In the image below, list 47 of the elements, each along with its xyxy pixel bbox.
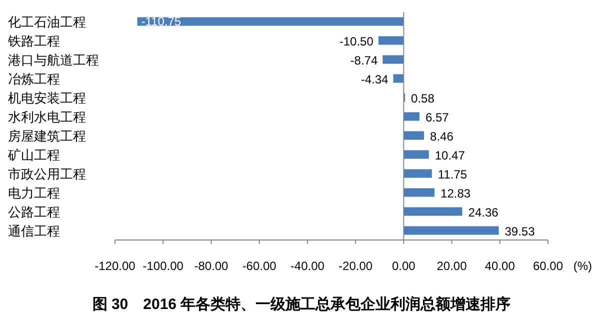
y-tick-label: 水利水电工程 (8, 110, 86, 124)
x-axis-title: (%) (573, 259, 592, 273)
bar (404, 226, 499, 235)
data-label: 6.57 (425, 110, 450, 124)
x-tick-label: -60.00 (242, 259, 277, 273)
data-label: 12.83 (440, 186, 471, 200)
data-label: 8.46 (430, 130, 454, 144)
y-tick-label: 港口与航道工程 (8, 52, 99, 68)
data-label: 11.75 (438, 168, 468, 182)
y-tick-label: 机电安装工程 (8, 90, 86, 106)
data-label: -110.75 (141, 14, 182, 28)
bar (393, 74, 404, 83)
bar (404, 131, 424, 140)
text: 图 30 2016 年各类特、一级施工总承包企业利润总额增速排序 (92, 295, 511, 313)
data-label: -8.74 (350, 54, 378, 68)
data-label: 0.58 (411, 92, 435, 106)
data-label: 10.47 (434, 148, 466, 162)
y-tick-label: 通信工程 (8, 224, 60, 238)
bar (382, 55, 404, 64)
y-tick-label: 市政公用工程 (8, 166, 86, 182)
data-label: -4.34 (360, 72, 389, 86)
y-tick-label: 房屋建筑工程 (8, 128, 86, 144)
bar (404, 150, 429, 159)
y-tick-label: 矿山工程 (7, 148, 60, 162)
y-tick-label: 化工石油工程 (8, 14, 86, 30)
x-tick-label: -80.00 (194, 259, 229, 273)
bar (378, 36, 404, 45)
data-label: 39.53 (504, 224, 536, 238)
y-tick-label: 冶炼工程 (8, 72, 60, 86)
y-tick-label: 铁路工程 (7, 34, 60, 48)
bar (137, 17, 404, 26)
data-label: 24.36 (468, 206, 499, 220)
x-tick-label: -100.00 (142, 259, 184, 273)
bar (404, 112, 420, 121)
data-label: -10.50 (339, 34, 374, 48)
x-tick-label: -40.00 (290, 259, 325, 273)
bar (404, 169, 432, 178)
x-tick-label: 60.00 (532, 259, 564, 273)
x-tick-label: -20.00 (338, 259, 373, 273)
x-tick-label: 0.00 (392, 259, 416, 273)
bar (404, 207, 462, 216)
y-tick-label: 公路工程 (8, 204, 60, 220)
x-tick-label: 20.00 (436, 259, 468, 273)
y-tick-label: 电力工程 (8, 186, 60, 200)
x-tick-label: -120.00 (94, 259, 136, 273)
bar (404, 188, 435, 197)
x-tick-label: 40.00 (484, 259, 516, 273)
